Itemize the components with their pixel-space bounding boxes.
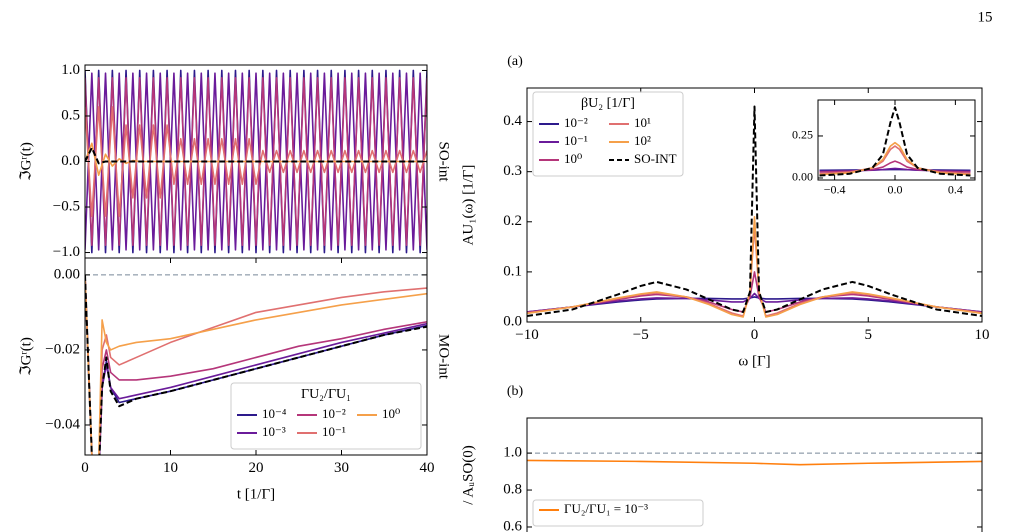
y-tick-label: 0.5 xyxy=(61,107,80,123)
panel: −1.0 −0.5 0.0 0.5 1.0 ℑGʳ(t) SO-int xyxy=(18,62,451,260)
x-tick-label: 5 xyxy=(865,327,873,343)
x-tick-label: 40 xyxy=(420,460,435,476)
y-tick-label: 0.25 xyxy=(792,128,813,142)
legend-label: SO-INT xyxy=(634,151,677,166)
y-tick-label: 0.6 xyxy=(503,518,522,532)
y-axis-label: / AᵤSO(0) xyxy=(460,445,476,505)
legend-title: ΓU₂/ΓU₁ xyxy=(301,387,351,402)
legend: ΓU₂/ΓU₁ = 10⁻³ xyxy=(532,499,704,527)
x-tick-label: 0 xyxy=(81,460,89,476)
y-tick-label: −0.02 xyxy=(45,341,80,357)
series-line xyxy=(527,105,982,317)
y-tick-label: 1.0 xyxy=(503,445,522,461)
y-tick-label: 0.8 xyxy=(503,481,522,497)
y-tick-label: 0.00 xyxy=(792,170,813,184)
legend-box xyxy=(532,499,704,527)
legend-label: 10⁰ xyxy=(564,151,582,166)
series-line xyxy=(85,76,427,247)
panel: 0.6 0.8 1.0 / AᵤSO(0) (b) ΓU₂/ΓU₁ = 10⁻³ xyxy=(460,384,983,532)
series-line xyxy=(527,215,982,318)
legend: βU₂ [1/Γ] 10⁻² 10⁻¹ 10⁰ 10¹ 10² SO-INT xyxy=(532,91,684,177)
legend-label: 10⁻¹ xyxy=(322,424,346,439)
series-line xyxy=(85,274,427,455)
y-axis-label: AU₁(ω) [1/Γ] xyxy=(460,165,476,246)
legend-label: 10⁻⁴ xyxy=(262,406,287,421)
x-axis-label: t [1/Γ] xyxy=(237,486,275,502)
x-tick-label: 20 xyxy=(249,460,264,476)
x-tick-label: 30 xyxy=(334,460,349,476)
legend-label: 10⁻¹ xyxy=(564,133,588,148)
axes-frame xyxy=(817,99,976,181)
legend-label: 10⁻³ xyxy=(262,424,286,439)
x-axis-label: ω [Γ] xyxy=(738,353,770,369)
side-label: SO-int xyxy=(436,141,452,182)
y-axis-label: ℑGʳ(t) xyxy=(18,142,34,181)
series-line xyxy=(85,72,427,251)
y-tick-label: 0.00 xyxy=(54,266,80,282)
series-line xyxy=(85,106,427,217)
legend-label: 10² xyxy=(634,133,651,148)
panel-label: (a) xyxy=(507,54,523,69)
y-tick-label: −0.5 xyxy=(53,198,80,214)
x-tick-label: −10 xyxy=(515,327,538,343)
x-tick-label: −0.4 xyxy=(824,183,846,197)
y-tick-label: 0.0 xyxy=(61,153,80,169)
series-line xyxy=(819,106,971,177)
legend-box xyxy=(230,382,422,450)
axes-background xyxy=(818,100,975,180)
legend-label: 10⁻² xyxy=(322,406,346,421)
panel-label: (b) xyxy=(507,384,524,399)
x-tick-label: 10 xyxy=(163,460,178,476)
legend-label: ΓU₂/ΓU₁ = 10⁻³ xyxy=(564,501,648,516)
side-label: MO-int xyxy=(436,334,452,380)
legend-box xyxy=(532,91,684,177)
x-tick-label: 0 xyxy=(751,327,759,343)
panel: −0.04 −0.02 0.00 0 10 20 30 40 t [1/Γ] ℑGʳ(t) MO-i… xyxy=(18,257,452,502)
x-tick-label: 0.4 xyxy=(948,183,963,197)
y-tick-label: 0.1 xyxy=(503,263,522,279)
x-tick-label: 0.0 xyxy=(887,183,902,197)
x-tick-label: 10 xyxy=(975,327,990,343)
x-tick-label: −5 xyxy=(633,327,649,343)
series-line xyxy=(527,296,982,313)
series-line xyxy=(527,271,982,314)
y-tick-label: 0.4 xyxy=(503,113,522,129)
series-line xyxy=(527,292,982,313)
series-line xyxy=(85,274,427,455)
legend: ΓU₂/ΓU₁ 10⁻⁴ 10⁻³ 10⁻² 10⁻¹ 10⁰ xyxy=(230,382,422,450)
series-line xyxy=(527,459,982,466)
y-tick-label: 0.3 xyxy=(503,163,522,179)
series-line xyxy=(85,274,427,455)
series-line xyxy=(819,168,971,172)
y-tick-label: 0.2 xyxy=(503,213,522,229)
legend-label: 10⁻² xyxy=(564,115,588,130)
legend-label: 10¹ xyxy=(634,115,651,130)
y-tick-label: 0.0 xyxy=(503,313,522,329)
y-tick-label: −0.04 xyxy=(45,416,80,432)
page-number: 15 xyxy=(978,9,993,25)
legend-title: βU₂ [1/Γ] xyxy=(581,96,635,111)
y-tick-label: −1.0 xyxy=(53,244,80,260)
series-line xyxy=(85,146,427,165)
panel: 0.00 0.25 −0.4 0.0 0.4 xyxy=(792,99,976,197)
legend-label: 10⁰ xyxy=(382,406,400,421)
axes-frame xyxy=(526,417,983,532)
y-axis-label: ℑGʳ(t) xyxy=(18,337,34,376)
y-tick-label: 1.0 xyxy=(61,62,80,78)
